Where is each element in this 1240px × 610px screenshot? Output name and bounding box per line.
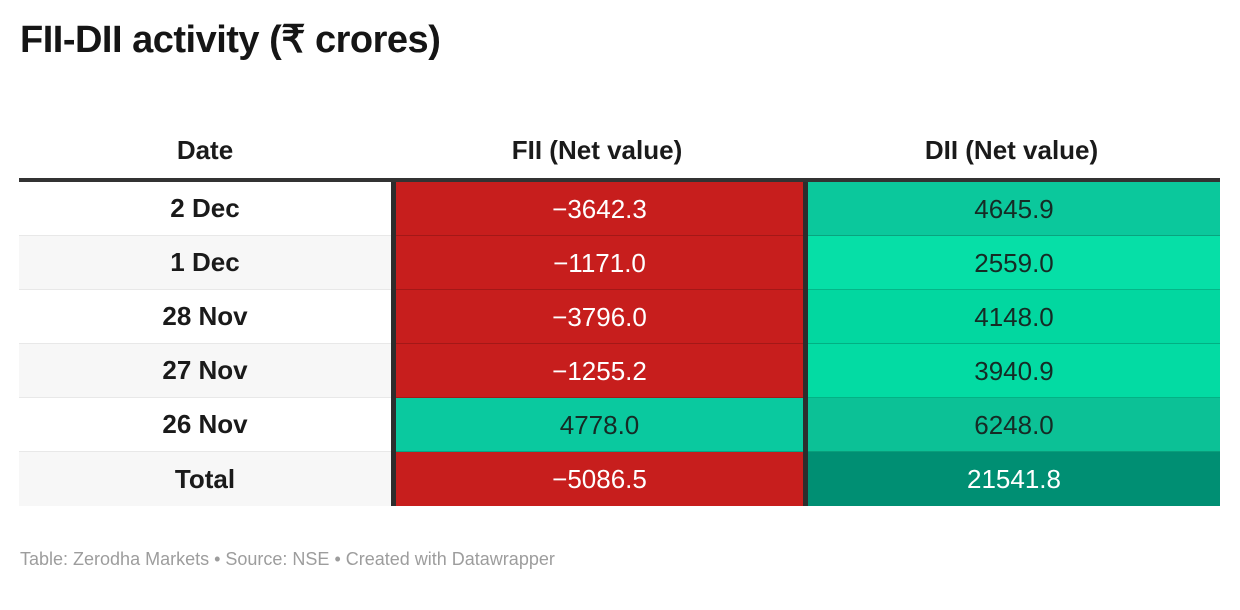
fii-value-cell: −1255.2 [391, 344, 803, 398]
page: FII-DII activity (₹ crores) Date FII (Ne… [0, 18, 1240, 610]
column-header-dii: DII (Net value) [803, 122, 1220, 182]
dii-value-cell: 2559.0 [803, 236, 1220, 290]
fii-value-cell: −3796.0 [391, 290, 803, 344]
fii-dii-table: Date FII (Net value) DII (Net value) 2 D… [19, 122, 1220, 506]
table-row-total: Total −5086.5 21541.8 [19, 452, 1220, 506]
column-header-date: Date [19, 122, 391, 182]
dii-value-cell: 4645.9 [803, 182, 1220, 236]
table-header-row: Date FII (Net value) DII (Net value) [19, 122, 1220, 182]
column-header-fii: FII (Net value) [391, 122, 803, 182]
date-cell: 28 Nov [19, 290, 391, 344]
date-cell: Total [19, 452, 391, 506]
date-cell: 1 Dec [19, 236, 391, 290]
table-row: 27 Nov −1255.2 3940.9 [19, 344, 1220, 398]
table-row: 2 Dec −3642.3 4645.9 [19, 182, 1220, 236]
fii-value-cell: −5086.5 [391, 452, 803, 506]
dii-value-cell: 4148.0 [803, 290, 1220, 344]
date-cell: 27 Nov [19, 344, 391, 398]
table-row: 28 Nov −3796.0 4148.0 [19, 290, 1220, 344]
page-title: FII-DII activity (₹ crores) [20, 19, 441, 61]
dii-value-cell: 3940.9 [803, 344, 1220, 398]
attribution-footer: Table: Zerodha Markets • Source: NSE • C… [20, 549, 555, 569]
fii-value-cell: −1171.0 [391, 236, 803, 290]
date-cell: 2 Dec [19, 182, 391, 236]
table-row: 26 Nov 4778.0 6248.0 [19, 398, 1220, 452]
date-cell: 26 Nov [19, 398, 391, 452]
dii-value-cell: 21541.8 [803, 452, 1220, 506]
fii-value-cell: 4778.0 [391, 398, 803, 452]
dii-value-cell: 6248.0 [803, 398, 1220, 452]
table-row: 1 Dec −1171.0 2559.0 [19, 236, 1220, 290]
fii-value-cell: −3642.3 [391, 182, 803, 236]
